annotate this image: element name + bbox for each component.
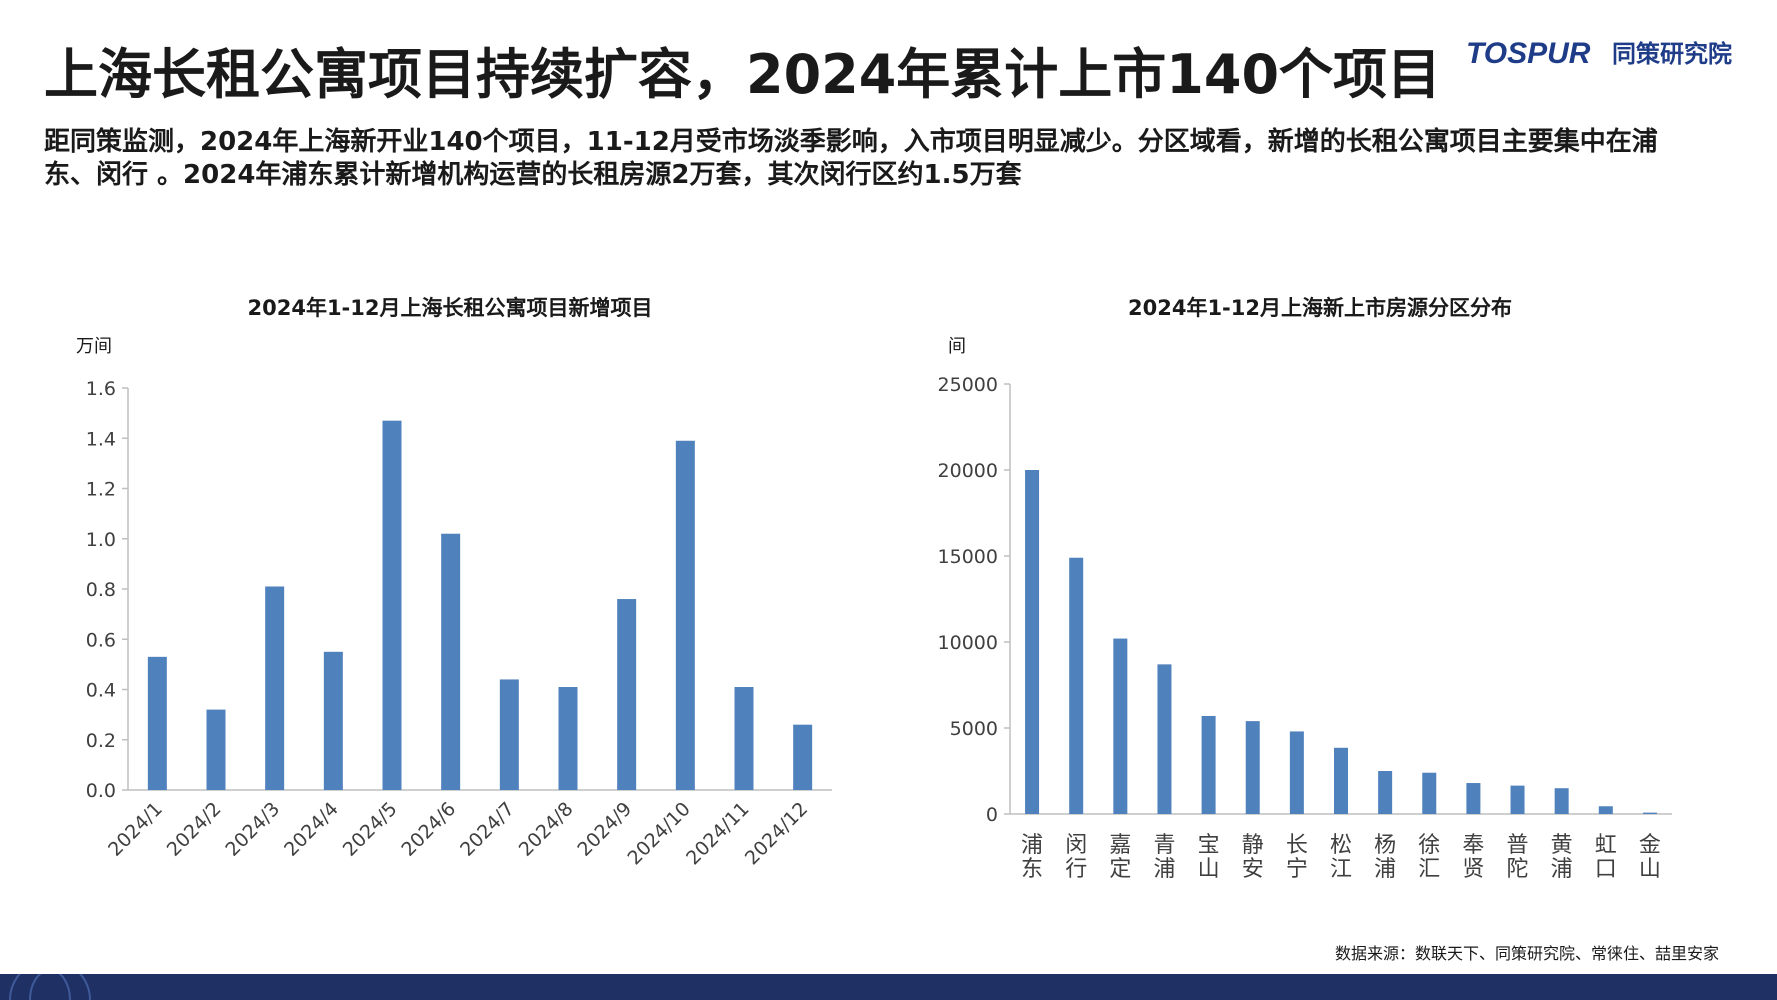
logo-cn: 同策研究院 [1612, 40, 1732, 68]
bar [675, 440, 695, 790]
y-tick-label: 10000 [938, 632, 998, 654]
data-source-note: 数据来源：数联天下、同策研究院、常徕住、喆里安家 [1334, 944, 1719, 963]
bar [734, 686, 754, 790]
bar [382, 420, 402, 790]
x-tick-label: 2024/4 [280, 798, 343, 861]
bar [1113, 638, 1128, 814]
bar [1642, 812, 1657, 814]
bar [1422, 772, 1437, 814]
left-chart-title: 2024年1-12月上海长租公寓项目新增项目 [247, 296, 653, 320]
x-tick-label: 宝山 [1198, 833, 1220, 882]
x-tick-label: 2024/7 [456, 798, 519, 861]
x-tick-label: 2024/1 [104, 798, 167, 861]
bar [1378, 771, 1393, 814]
x-tick-label: 2024/6 [397, 798, 460, 861]
y-tick-label: 1.4 [86, 428, 116, 450]
x-tick-label: 金山 [1639, 833, 1661, 882]
bar [1554, 788, 1569, 814]
logo-text: TOSPUR [1466, 37, 1591, 70]
bar [265, 586, 285, 790]
x-tick-label: 虹口 [1595, 833, 1617, 882]
y-tick-label: 0.4 [86, 680, 116, 702]
bar [1510, 785, 1525, 814]
y-tick-label: 0.6 [86, 629, 116, 651]
bar [1157, 664, 1172, 814]
summary-text: 距同策监测，2024年上海新开业140个项目，11-12月受市场淡季影响，入市项… [44, 127, 1658, 190]
district-bar-chart: 0 5000 10000 15000 20000 25000 浦东闵行嘉定青浦宝山静安长宁松… [938, 374, 1672, 882]
y-tick-label: 1.0 [86, 529, 116, 551]
right-chart-unit: 间 [948, 336, 966, 357]
x-tick-label: 青浦 [1153, 833, 1175, 882]
x-tick-label: 普陀 [1507, 833, 1529, 882]
x-tick-label: 杨浦 [1374, 833, 1396, 882]
y-tick-label: 0.8 [86, 579, 116, 601]
tospur-logo: TOSPUR 同策研究院 [1466, 37, 1732, 70]
y-tick-label: 1.2 [86, 479, 116, 501]
bar [1245, 721, 1260, 814]
x-tick-label: 浦东 [1021, 833, 1043, 882]
page-title: 上海长租公寓项目持续扩容，2024年累计上市140个项目 [44, 43, 1442, 106]
x-tick-label: 2024/11 [682, 798, 753, 869]
x-tick-label: 嘉定 [1109, 833, 1131, 882]
y-tick-label: 20000 [938, 460, 998, 482]
bar [1201, 715, 1216, 814]
bar [1334, 747, 1348, 814]
y-tick-label: 5000 [950, 718, 998, 740]
left-chart-unit: 万间 [76, 336, 112, 357]
x-tick-label: 徐汇 [1418, 833, 1440, 882]
y-tick-label: 15000 [938, 546, 998, 568]
y-tick-label: 0 [986, 804, 998, 826]
x-tick-label: 2024/5 [339, 798, 402, 861]
x-tick-label: 静安 [1242, 833, 1264, 882]
x-tick-label: 2024/10 [623, 798, 694, 869]
x-tick-label: 黄浦 [1551, 833, 1573, 882]
footer-globe-icon [9, 974, 91, 1000]
y-tick-label: 0.0 [86, 780, 116, 802]
x-tick-label: 2024/12 [741, 798, 812, 869]
x-tick-label: 闵行 [1065, 833, 1087, 882]
bar [1025, 470, 1040, 814]
bar [147, 656, 167, 790]
x-tick-label: 2024/8 [515, 798, 578, 861]
y-tick-label: 0.2 [86, 730, 116, 752]
y-tick-label: 25000 [938, 374, 998, 396]
bar [323, 651, 343, 790]
bar [206, 709, 226, 790]
bar [793, 724, 813, 790]
x-tick-label: 松江 [1330, 833, 1352, 882]
x-tick-label: 2024/3 [221, 798, 284, 861]
bar [499, 679, 519, 790]
bar [617, 599, 637, 790]
bar [441, 533, 461, 790]
x-tick-label: 长宁 [1286, 833, 1308, 882]
monthly-bar-chart: 0.00.20.40.60.81.01.21.41.62024/12024/22… [86, 378, 832, 869]
x-tick-label: 奉贤 [1462, 833, 1484, 882]
bar [558, 686, 578, 790]
bar [1289, 731, 1304, 814]
bar [1069, 557, 1084, 814]
x-tick-label: 2024/2 [163, 798, 226, 861]
footer-bar [0, 974, 1777, 1000]
bar [1598, 806, 1613, 814]
bar [1466, 783, 1481, 814]
y-tick-label: 1.6 [86, 378, 116, 400]
right-chart-title: 2024年1-12月上海新上市房源分区分布 [1128, 296, 1512, 320]
